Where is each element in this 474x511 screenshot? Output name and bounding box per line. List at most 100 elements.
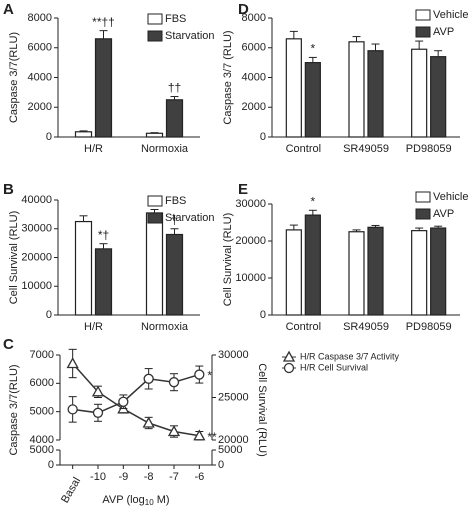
x-axis-label-part: 10 — [145, 498, 154, 507]
bar — [74, 220, 93, 316]
annotation: † — [171, 213, 178, 227]
bar — [411, 230, 428, 316]
x-tick-label: PD98059 — [406, 321, 452, 333]
bar — [348, 231, 365, 316]
panel-label: B — [3, 181, 14, 198]
annotation: * — [310, 194, 315, 208]
point — [142, 416, 155, 428]
legend-label: H/R Caspase 3/7 Activity — [300, 351, 400, 361]
y-tick-label: 5000 — [30, 444, 54, 456]
y2-axis-label: Cell Survival (RLU) — [256, 363, 268, 457]
x-axis-label-part: AVP (log — [102, 494, 144, 506]
legend-label: Vehicle — [433, 191, 468, 203]
x-tick-label: -8 — [144, 471, 154, 483]
legend-swatch — [147, 195, 163, 207]
legend-label: Starvation — [165, 30, 215, 42]
x-axis-label: AVP (log10 M) — [102, 494, 169, 507]
x-tick-label: -9 — [118, 471, 128, 483]
point — [193, 429, 206, 441]
y-tick-label: 0 — [48, 459, 54, 471]
y-tick-label: 0 — [46, 309, 52, 321]
legend-label: FBS — [165, 195, 186, 207]
legend-label: Starvation — [165, 212, 215, 224]
y-tick-label: 2000 — [242, 101, 266, 113]
y-tick-label: 20000 — [21, 251, 52, 263]
legend-swatch — [147, 30, 163, 42]
legend-label: AVP — [433, 26, 454, 38]
y-tick-label: 0 — [260, 131, 266, 143]
bar — [430, 227, 447, 316]
annotation: *† — [98, 228, 109, 242]
y-tick-label: 30000 — [21, 223, 52, 235]
x-tick-label: -6 — [194, 471, 204, 483]
y-tick-label: 20000 — [218, 434, 249, 446]
annotation: **†† — [92, 15, 115, 29]
y-axis-label: Cell Survival (RLU) — [8, 211, 20, 305]
x-tick-label: Normoxia — [141, 321, 189, 333]
y-tick-label: 8000 — [242, 12, 266, 24]
bar — [145, 132, 164, 138]
point — [143, 373, 154, 384]
panel-label: D — [238, 1, 249, 18]
x-tick-label: -10 — [90, 471, 106, 483]
y-tick-label: 40000 — [21, 194, 52, 206]
y-tick-label: 25000 — [218, 391, 249, 403]
bar — [411, 48, 428, 138]
y-tick-label: 4000 — [242, 71, 266, 83]
y-tick-label: 6000 — [242, 42, 266, 54]
legend-swatch — [147, 13, 163, 25]
y-tick-label: 6000 — [28, 42, 52, 54]
y-tick-label: 10000 — [235, 272, 266, 284]
y-tick-label: 0 — [260, 309, 266, 321]
bar — [304, 214, 321, 316]
x-tick-label: Control — [286, 321, 321, 333]
point — [67, 404, 78, 415]
y-tick-label: 5000 — [218, 444, 242, 456]
x-tick-label: H/R — [84, 143, 103, 155]
x-tick-label: Basal — [59, 475, 83, 505]
point — [118, 396, 129, 407]
annotation: †† — [168, 81, 181, 95]
x-tick-label: H/R — [84, 321, 103, 333]
y-tick-label: 7000 — [30, 349, 54, 361]
x-axis-label-part: M) — [154, 494, 170, 506]
legend-marker — [282, 350, 296, 362]
panel-label: A — [3, 1, 14, 18]
bar — [74, 131, 93, 138]
y-tick-label: 30000 — [235, 198, 266, 210]
bar — [285, 38, 302, 138]
point — [167, 425, 181, 437]
bar — [367, 226, 384, 316]
y-tick-label: 4000 — [30, 434, 54, 446]
y-axis-label: Caspase 3/7(RLU) — [8, 364, 20, 455]
y-axis-label: Caspase 3/7(RLU) — [8, 32, 20, 123]
bar — [94, 38, 113, 138]
x-tick-label: PD98059 — [406, 143, 452, 155]
point — [92, 407, 104, 418]
legend-swatch — [147, 212, 163, 224]
y-axis-label: Caspase 3/7 (RLU) — [222, 30, 234, 124]
y-tick-label: 2000 — [28, 101, 52, 113]
annotation: * — [207, 369, 212, 383]
annotation: ** — [207, 430, 217, 444]
bar — [285, 229, 302, 316]
series-line — [72, 373, 200, 414]
x-tick-label: SR49059 — [343, 321, 389, 333]
legend-label: H/R Cell Survival — [300, 362, 368, 372]
panel-label: C — [3, 336, 14, 353]
y-tick-label: 10000 — [21, 280, 52, 292]
panel-label: E — [238, 181, 248, 198]
legend-swatch — [415, 26, 431, 38]
bar — [430, 56, 447, 138]
x-tick-label: Control — [286, 143, 321, 155]
series-line — [72, 363, 200, 437]
bar — [145, 212, 164, 316]
annotation: * — [310, 42, 315, 56]
legend-swatch — [415, 191, 431, 203]
legend-swatch — [415, 9, 431, 21]
x-tick-label: Normoxia — [141, 143, 189, 155]
legend-label: FBS — [165, 13, 186, 25]
y-tick-label: 20000 — [235, 235, 266, 247]
legend-label: AVP — [433, 208, 454, 220]
